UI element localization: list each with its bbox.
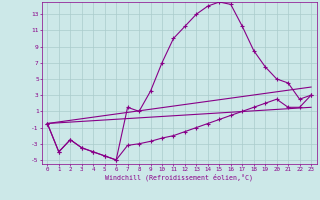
X-axis label: Windchill (Refroidissement éolien,°C): Windchill (Refroidissement éolien,°C) bbox=[105, 173, 253, 181]
